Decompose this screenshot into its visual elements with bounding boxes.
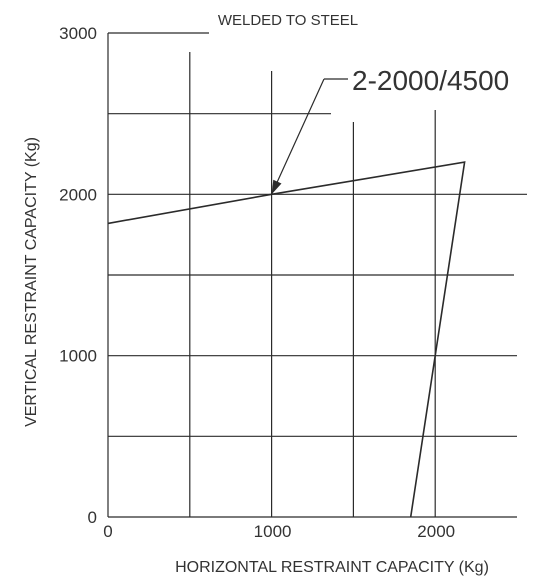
y-tick-label: 2000 — [59, 185, 97, 204]
x-tick-label: 0 — [103, 522, 112, 541]
callout-arrow-line — [271, 78, 325, 195]
callout-arrowhead — [271, 179, 282, 195]
y-tick-label: 1000 — [59, 347, 97, 366]
y-axis-label: VERTICAL RESTRAINT CAPACITY (Kg) — [23, 137, 40, 427]
grid-lines — [107, 32, 527, 518]
y-tick-label: 3000 — [59, 24, 97, 43]
series-line-2-2000-4500 — [107, 161, 466, 518]
series-layer — [107, 161, 466, 518]
x-tick-label: 1000 — [254, 522, 292, 541]
y-tick-label: 0 — [88, 508, 97, 527]
x-axis-label: HORIZONTAL RESTRAINT CAPACITY (Kg) — [175, 559, 489, 576]
chart-title: WELDED TO STEEL — [218, 12, 358, 29]
tick-labels: 0 1000 2000 0 1000 2000 3000 — [59, 24, 455, 541]
series-callout-label: 2-2000/4500 — [352, 65, 509, 96]
x-tick-label: 2000 — [417, 522, 455, 541]
annotation-layer: 2-2000/4500 — [271, 65, 509, 195]
